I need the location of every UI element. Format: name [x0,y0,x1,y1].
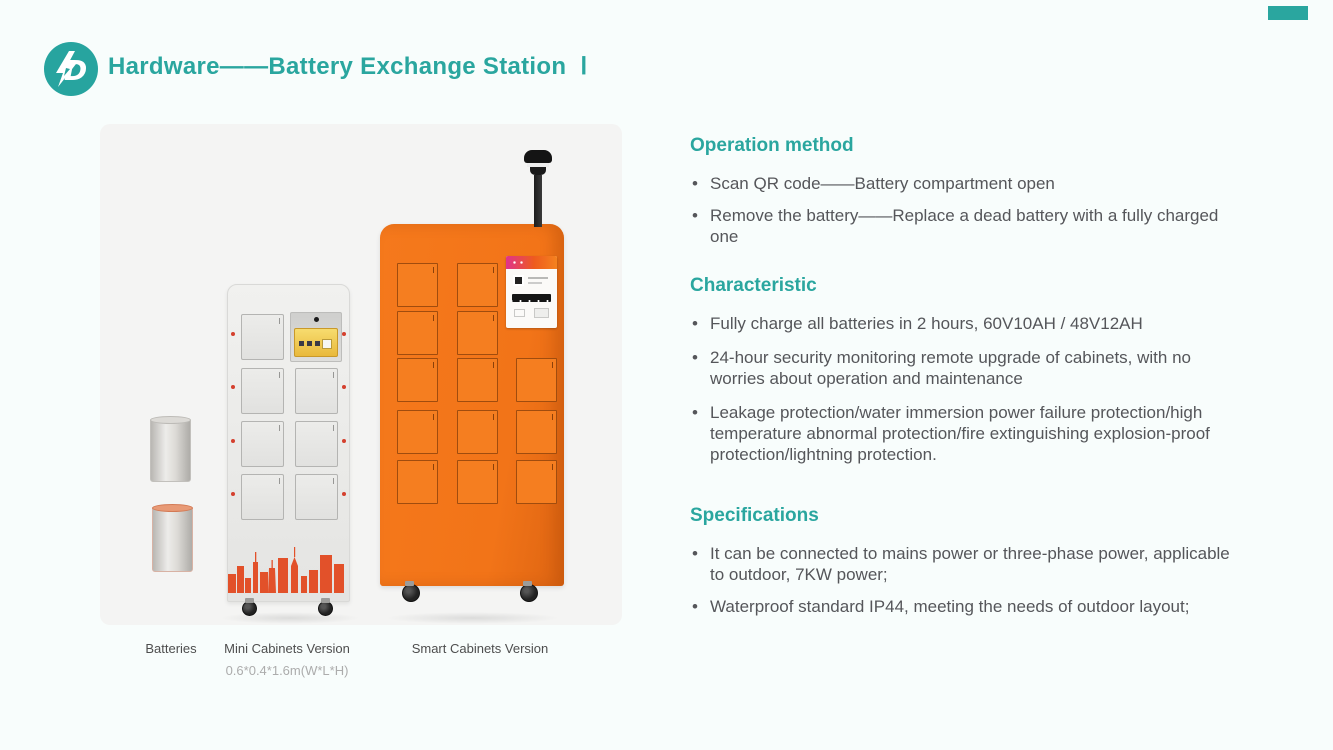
qr-code-icon [513,275,524,286]
caster-wheel [318,598,333,616]
section-specifications: Specifications It can be connected to ma… [690,505,1275,628]
cabinet-door [457,311,498,355]
cabinet-door [241,474,284,520]
panel-brand-strip [506,256,557,269]
battery-top-rim [150,416,191,424]
cabinet-door [241,314,284,360]
panel-element [514,309,525,317]
panel-text-line [528,277,548,279]
caster-wheel [242,598,257,616]
cctv-camera-icon [524,150,552,163]
side-screw-dot [342,439,346,443]
bullet-item: It can be connected to mains power or th… [690,543,1245,585]
cabinet-door [457,358,498,402]
control-panel [506,256,557,328]
cabinet-door [457,460,498,504]
bullet-list: Fully charge all batteries in 2 hours, 6… [690,313,1245,465]
caption-batteries: Batteries [145,641,197,656]
cabinet-door [397,358,438,402]
cabinet-door [241,421,284,467]
cabinet-door [295,368,338,414]
cabinet-door [295,421,338,467]
section-heading: Characteristic [690,275,817,296]
cabinet-door [516,460,557,504]
cabinet-door [397,460,438,504]
screen-window [322,339,332,349]
bullet-item: Remove the battery——Replace a dead batte… [690,205,1245,247]
cabinet-door [397,311,438,355]
bullet-item: Waterproof standard IP44, meeting the ne… [690,596,1245,617]
battery-top-rim-orange [152,504,193,512]
panel-button-strip [512,294,551,302]
corner-accent-bar [1268,6,1308,20]
cabinet-door [397,263,438,307]
cabinet-door [457,263,498,307]
side-screw-dot [231,492,235,496]
control-screen [294,328,338,357]
side-screw-dot [342,492,346,496]
cabinet-door [397,410,438,454]
panel-element [534,308,549,318]
product-figure-panel [100,124,622,625]
lightning-d-logo-icon: D [44,42,98,96]
section-heading: Specifications [690,505,819,526]
battery-pack-1 [150,416,191,482]
camera-cone [530,167,546,175]
screen-button [307,341,312,346]
svg-text:D: D [64,54,87,87]
cabinet-door [516,358,557,402]
bullet-item: Leakage protection/water immersion power… [690,402,1245,465]
cabinet-door [457,410,498,454]
battery-pack-2 [152,504,193,572]
camera-ring [527,163,549,167]
section-characteristic: Characteristic Fully charge all batterie… [690,275,1275,476]
side-screw-dot [231,385,235,389]
bullet-list: It can be connected to mains power or th… [690,543,1245,617]
screen-button [299,341,304,346]
caster-wheel [520,581,538,602]
section-operation-method: Operation method Scan QR code——Battery c… [690,135,1275,258]
cabinet-door [295,474,338,520]
cabinet-door [241,368,284,414]
screen-button [315,341,320,346]
floor-shadow [385,612,560,624]
page-title: Hardware——Battery Exchange Station Ⅰ [108,53,588,80]
bullet-item: 24-hour security monitoring remote upgra… [690,347,1245,389]
side-screw-dot [231,332,235,336]
caption-mini-cabinets: Mini Cabinets Version [224,641,350,656]
panel-text-line [528,282,542,284]
camera-dot-icon [314,317,319,322]
side-screw-dot [342,332,346,336]
bullet-list: Scan QR code——Battery compartment open R… [690,173,1245,247]
bullet-item: Scan QR code——Battery compartment open [690,173,1245,194]
city-skyline-graphic [228,547,344,593]
bullet-item: Fully charge all batteries in 2 hours, 6… [690,313,1245,334]
control-screen-inset [290,312,342,362]
caption-smart-cabinets: Smart Cabinets Version [411,641,549,656]
camera-pole [534,175,542,227]
section-heading: Operation method [690,135,854,156]
cabinet-door [516,410,557,454]
mini-cabinet [227,284,350,616]
side-screw-dot [231,439,235,443]
smart-cabinet [380,150,564,602]
caption-mini-dimensions: 0.6*0.4*1.6m(W*L*H) [225,663,349,678]
floor-shadow [220,612,360,624]
side-screw-dot [342,385,346,389]
caster-wheel [402,581,420,602]
